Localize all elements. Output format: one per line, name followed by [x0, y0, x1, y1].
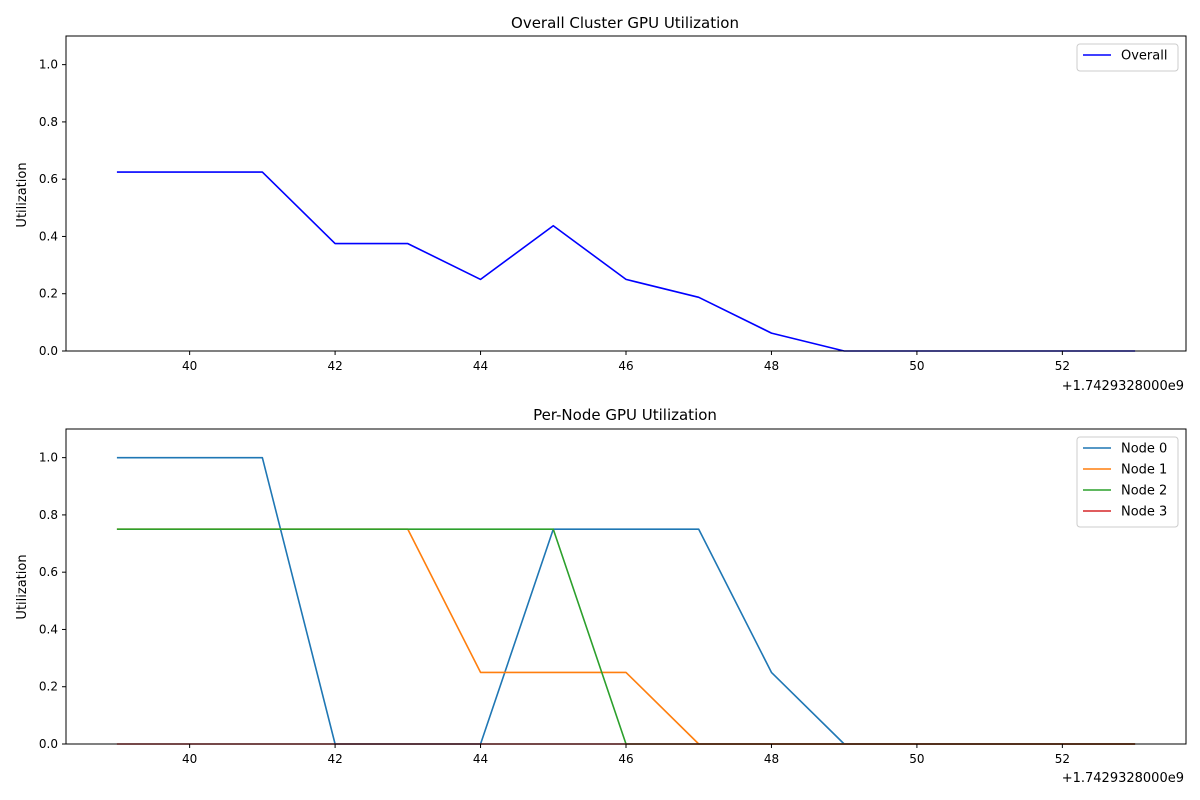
legend-box	[1076, 436, 1179, 528]
plot-frame	[65, 428, 1187, 745]
chart-title: Overall Cluster GPU Utilization	[511, 14, 739, 32]
y-tick-label: 0.0	[39, 344, 58, 358]
x-axis-offset-label: +1.7429328000e9	[1062, 771, 1184, 786]
x-tick-label: 46	[618, 752, 633, 766]
series-line-overall	[116, 171, 1136, 352]
legend-label: Node 0	[1121, 442, 1167, 457]
series-line-node-1	[116, 528, 1136, 745]
y-axis-label: Utilization	[15, 554, 30, 619]
y-tick-label: 0.2	[39, 680, 58, 694]
y-tick-label: 0.4	[39, 622, 58, 636]
x-tick-label: 52	[1055, 359, 1070, 373]
legend-label: Node 3	[1121, 505, 1167, 520]
legend: Overall	[1076, 43, 1179, 72]
x-tick-label: 42	[327, 359, 342, 373]
x-tick-label: 46	[618, 359, 633, 373]
y-tick-label: 1.0	[39, 451, 58, 465]
x-tick-label: 50	[909, 359, 924, 373]
y-tick-label: 1.0	[39, 58, 58, 72]
y-axis-label: Utilization	[15, 162, 30, 227]
legend-label: Node 1	[1121, 463, 1167, 478]
legend-label: Node 2	[1121, 484, 1167, 499]
legend-label: Overall	[1121, 49, 1167, 64]
chart-title: Per-Node GPU Utilization	[533, 406, 717, 424]
legend-box	[1076, 43, 1179, 72]
x-tick-label: 44	[473, 752, 488, 766]
y-tick-label: 0.6	[39, 565, 58, 579]
plot-frame	[65, 35, 1187, 352]
y-tick-label: 0.8	[39, 508, 58, 522]
x-tick-label: 40	[182, 752, 197, 766]
y-tick-label: 0.6	[39, 172, 58, 186]
y-tick-label: 0.8	[39, 115, 58, 129]
per-node-utilization-chart: Per-Node GPU Utilization Utilization +1.…	[15, 406, 1187, 786]
x-tick-label: 50	[909, 752, 924, 766]
x-tick-label: 52	[1055, 752, 1070, 766]
x-tick-label: 48	[764, 359, 779, 373]
x-tick-label: 48	[764, 752, 779, 766]
y-tick-label: 0.0	[39, 737, 58, 751]
legend: Node 0 Node 1 Node 2 Node 3	[1076, 436, 1179, 528]
x-tick-label: 40	[182, 359, 197, 373]
y-tick-label: 0.4	[39, 229, 58, 243]
x-axis-offset-label: +1.7429328000e9	[1062, 379, 1184, 394]
series-line-node-0	[116, 456, 1136, 745]
x-tick-label: 42	[327, 752, 342, 766]
overall-utilization-chart: Overall Cluster GPU Utilization Utilizat…	[15, 14, 1187, 394]
x-tick-label: 44	[473, 359, 488, 373]
series-line-node-2	[116, 528, 1136, 745]
y-tick-label: 0.2	[39, 287, 58, 301]
